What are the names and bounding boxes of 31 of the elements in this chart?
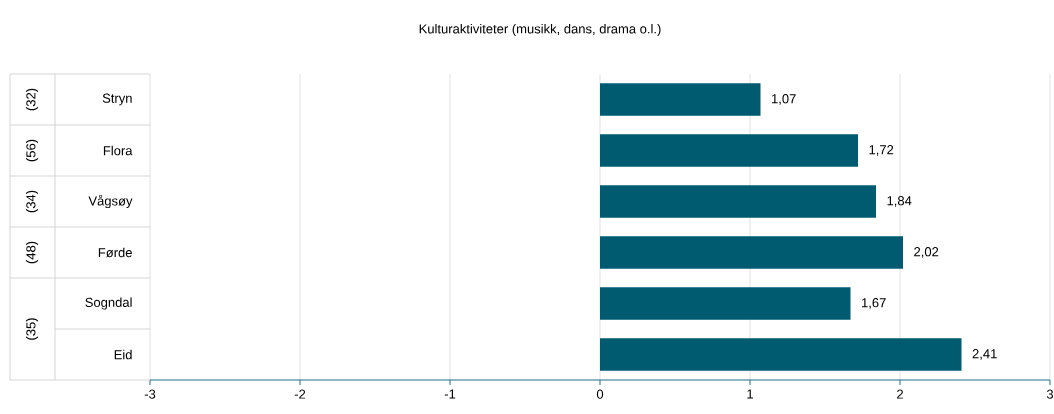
y-tick-label: Stryn (102, 93, 132, 106)
x-tick-label: 2 (897, 389, 903, 399)
data-label: 1,84 (887, 196, 912, 207)
data-label: 2,41 (972, 349, 997, 360)
data-label: 1,67 (862, 298, 886, 309)
y-tick-label: Vågsøy (88, 194, 133, 209)
data-label: 2,02 (914, 247, 939, 258)
bar (600, 338, 962, 371)
text: (32) (25, 88, 39, 111)
chart-title: Kulturaktiviteter (musikk, dans, drama o.l.) (419, 23, 661, 37)
x-tick-label: -2 (294, 389, 306, 399)
x-tick-label: 0 (596, 389, 604, 399)
y-tick-label: Eid (114, 349, 132, 360)
text: (35) (25, 318, 39, 340)
bar (600, 134, 858, 167)
x-tick-label: -3 (144, 389, 156, 399)
bar (600, 236, 903, 269)
text: (34) (25, 190, 39, 213)
bar (600, 287, 851, 320)
x-tick-label: -1 (444, 389, 456, 399)
y-tick-label: Flora (103, 145, 133, 156)
bar (600, 185, 876, 218)
text: (48) (25, 241, 39, 264)
data-label: 1,07 (772, 94, 796, 105)
data-label: 1,72 (869, 145, 894, 156)
y-tick-label: Sogndal (85, 297, 132, 310)
bar (600, 83, 761, 116)
x-tick-label: 3 (1046, 389, 1054, 399)
y-tick-label: Førde (98, 247, 132, 258)
x-tick-label: 1 (747, 389, 753, 399)
text: (56) (25, 139, 39, 162)
